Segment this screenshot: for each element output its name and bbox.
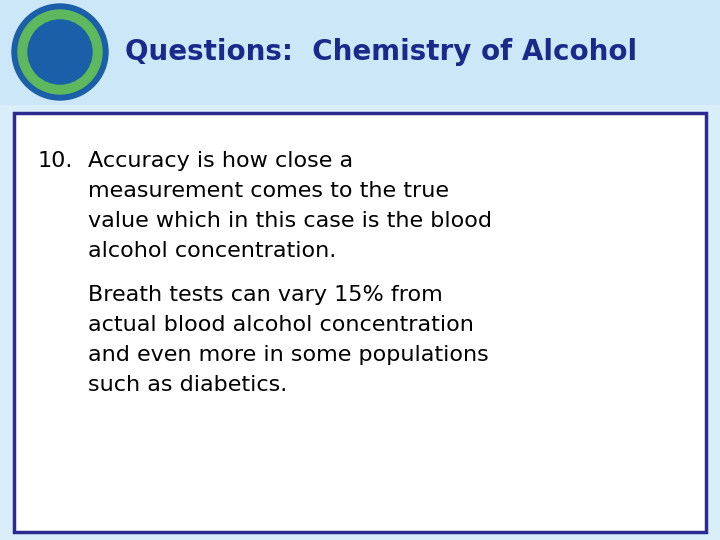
FancyBboxPatch shape bbox=[14, 113, 706, 532]
Text: actual blood alcohol concentration: actual blood alcohol concentration bbox=[88, 315, 474, 335]
Text: alcohol concentration.: alcohol concentration. bbox=[88, 241, 336, 261]
Circle shape bbox=[28, 20, 92, 84]
Text: Accuracy is how close a: Accuracy is how close a bbox=[88, 151, 353, 171]
Text: value which in this case is the blood: value which in this case is the blood bbox=[88, 211, 492, 231]
Bar bbox=[0, 105, 720, 540]
Bar bbox=[0, 0, 720, 105]
Text: and even more in some populations: and even more in some populations bbox=[88, 345, 489, 365]
Text: measurement comes to the true: measurement comes to the true bbox=[88, 181, 449, 201]
Text: Breath tests can vary 15% from: Breath tests can vary 15% from bbox=[88, 285, 443, 305]
Circle shape bbox=[12, 4, 108, 100]
Text: Questions:  Chemistry of Alcohol: Questions: Chemistry of Alcohol bbox=[125, 38, 637, 66]
Text: 10.: 10. bbox=[38, 151, 73, 171]
Circle shape bbox=[18, 10, 102, 94]
Text: such as diabetics.: such as diabetics. bbox=[88, 375, 287, 395]
